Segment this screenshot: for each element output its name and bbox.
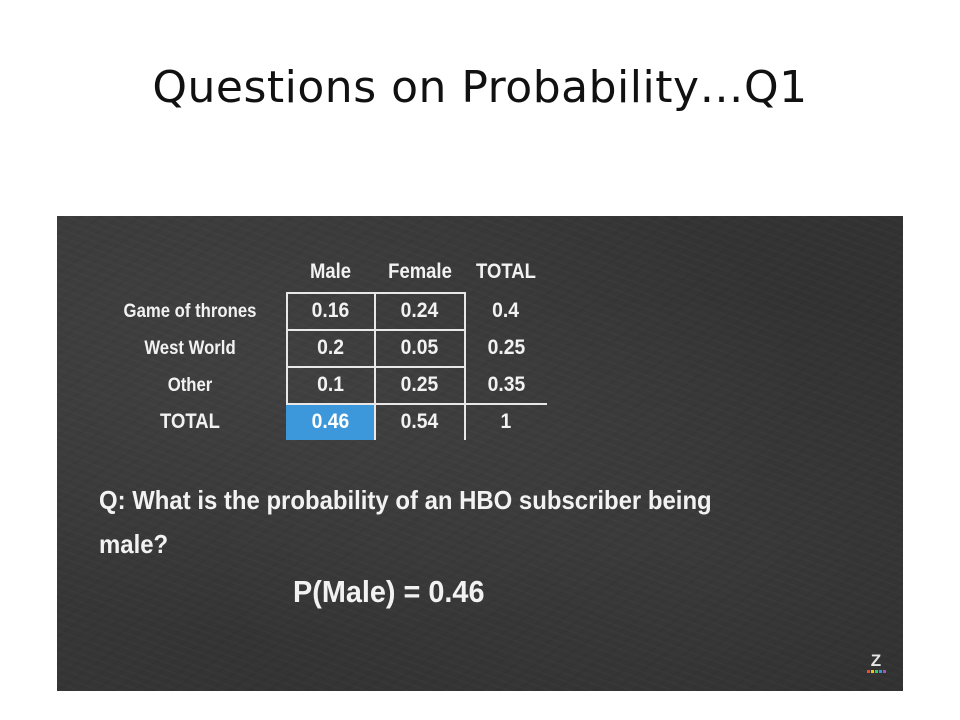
table-cell: 0.16 [311, 299, 350, 322]
row-label-west-world: West World [144, 338, 236, 359]
table-cell: 1 [500, 410, 512, 433]
table-cell: 0.2 [317, 336, 344, 359]
table-cell: 0.25 [400, 373, 439, 396]
table-gridline [286, 403, 547, 405]
slide-title: Questions on Probability…Q1 [152, 62, 808, 113]
table-cell: 0.24 [400, 299, 439, 322]
table-cell-highlighted: 0.46 [286, 403, 375, 440]
table-gridline [374, 292, 376, 440]
table-cell: 0.1 [317, 373, 344, 396]
svg-text:Z: Z [871, 651, 881, 670]
column-header-male: Male [309, 260, 352, 283]
column-header-female: Female [388, 260, 452, 283]
table-cell: 0.35 [487, 373, 525, 396]
row-label-other: Other [167, 375, 213, 396]
z-logo-icon: Z [865, 650, 887, 676]
table-cell: 0.25 [487, 336, 525, 359]
table-gridline [286, 292, 288, 403]
row-label-total: TOTAL [160, 410, 220, 433]
question-text: Q: What is the probability of an HBO sub… [99, 485, 712, 559]
table-cell: 0.4 [492, 299, 520, 322]
chalkboard-image: Male Female TOTAL Game of thrones West W… [57, 216, 903, 691]
table-cell: 0.05 [400, 336, 439, 359]
answer-text: P(Male) = 0.46 [293, 574, 485, 609]
table-gridline [464, 292, 466, 440]
row-label-game-of-thrones: Game of thrones [123, 301, 257, 322]
column-header-total: TOTAL [476, 260, 536, 283]
table-cell: 0.54 [400, 410, 439, 433]
